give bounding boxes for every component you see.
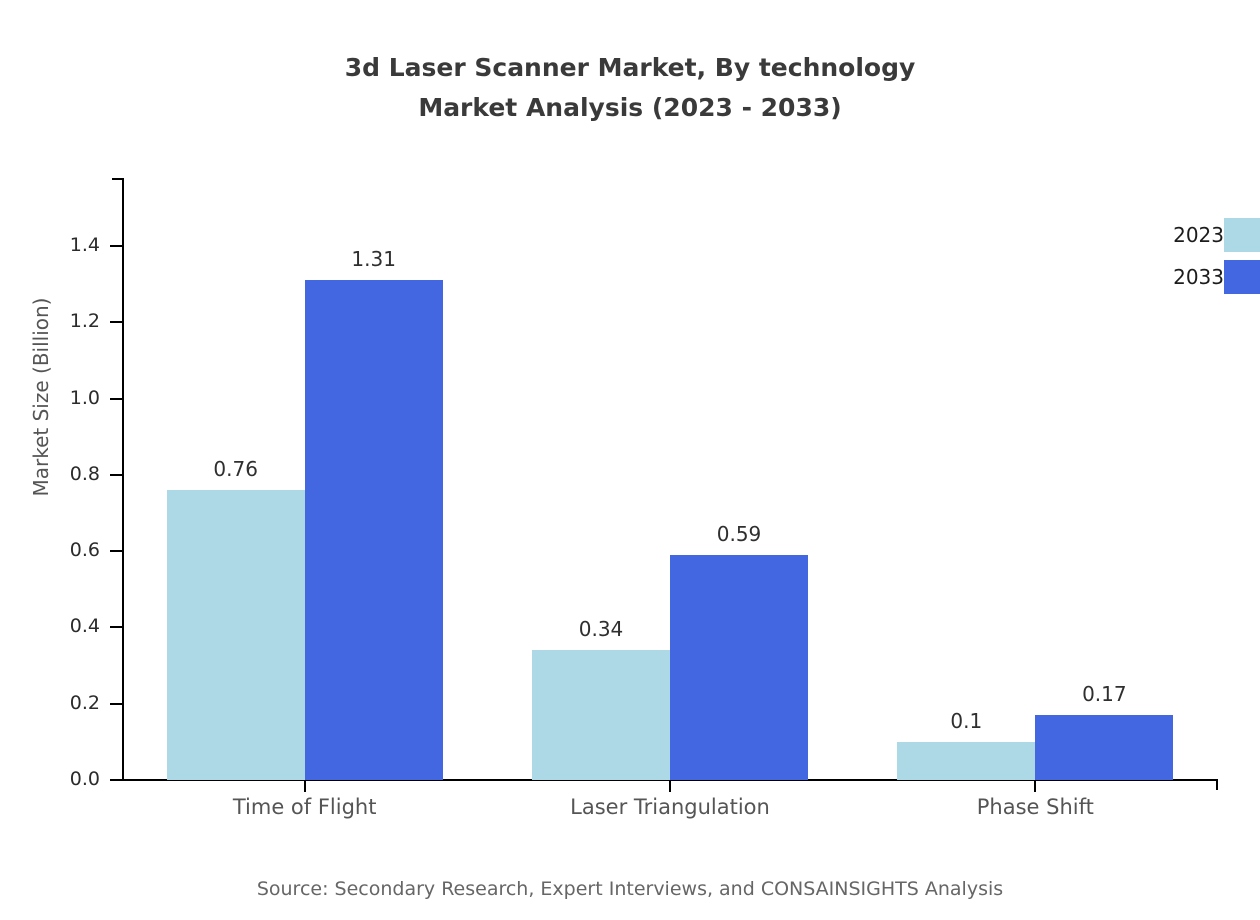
y-tick-label: 1.0	[69, 386, 100, 409]
y-tick-mark	[110, 626, 122, 629]
legend-label: 2033	[1173, 265, 1224, 289]
y-axis-top-cap	[112, 178, 122, 180]
y-tick-mark	[110, 321, 122, 324]
bar-2023-laser-triangulation[interactable]	[532, 650, 670, 780]
y-tick-label: 1.2	[69, 310, 100, 333]
y-tick-label: 0.6	[69, 539, 100, 562]
legend-label: 2023	[1173, 223, 1224, 247]
y-tick-label: 0.4	[69, 615, 100, 638]
bar-value-label: 0.1	[950, 708, 983, 733]
y-tick-mark	[110, 550, 122, 553]
bar-value-label: 0.76	[213, 457, 258, 482]
chart-title-line-1: 3d Laser Scanner Market, By technology	[344, 53, 916, 82]
chart-title: 3d Laser Scanner Market, By technology M…	[0, 48, 1260, 128]
y-tick-mark	[110, 702, 122, 705]
y-axis-spine	[122, 178, 124, 781]
source-note: Source: Secondary Research, Expert Inter…	[256, 878, 1004, 900]
x-axis-right-cap	[1216, 779, 1218, 790]
y-tick-mark	[110, 245, 122, 248]
legend-color-swatch	[1224, 260, 1260, 294]
plot-area: 0.76 1.31 0.34 0.59 0.1 0.17	[122, 178, 1218, 780]
chart-title-line-2: Market Analysis (2023 - 2033)	[418, 93, 842, 122]
y-tick-mark	[110, 397, 122, 400]
legend-item-2023[interactable]: 2023	[1120, 218, 1260, 252]
x-axis-category-label: Time of Flight	[232, 795, 377, 819]
chart-legend: 2023 2033	[1120, 218, 1260, 300]
x-axis-spine	[122, 779, 1218, 781]
bar-value-label: 0.17	[1082, 682, 1127, 707]
bar-value-label: 0.34	[578, 617, 624, 642]
x-tick-mark	[1034, 781, 1037, 792]
bar-value-label: 1.31	[351, 247, 396, 272]
bar-2033-time-of-flight[interactable]	[304, 280, 443, 780]
y-axis-title: Market Size (Billion)	[29, 297, 53, 497]
x-tick-mark	[669, 781, 671, 792]
bar-value-label: 0.59	[716, 521, 762, 546]
y-tick-mark	[110, 473, 122, 476]
y-tick-mark	[110, 779, 122, 781]
x-axis-category-label: Laser Triangulation	[570, 795, 770, 819]
x-axis-category-label: Phase Shift	[976, 795, 1094, 819]
bar-2023-time-of-flight[interactable]	[166, 490, 305, 780]
y-tick-label: 0.8	[69, 462, 100, 485]
bar-2033-phase-shift[interactable]	[1035, 715, 1174, 780]
legend-color-swatch	[1224, 218, 1260, 252]
legend-item-2033[interactable]: 2033	[1120, 260, 1260, 294]
bar-2033-laser-triangulation[interactable]	[670, 554, 808, 780]
bar-2023-phase-shift[interactable]	[897, 741, 1036, 780]
y-tick-label: 0.0	[69, 768, 100, 790]
y-tick-label: 0.2	[69, 691, 100, 714]
y-tick-label: 1.4	[69, 234, 100, 257]
x-tick-mark	[303, 781, 306, 792]
